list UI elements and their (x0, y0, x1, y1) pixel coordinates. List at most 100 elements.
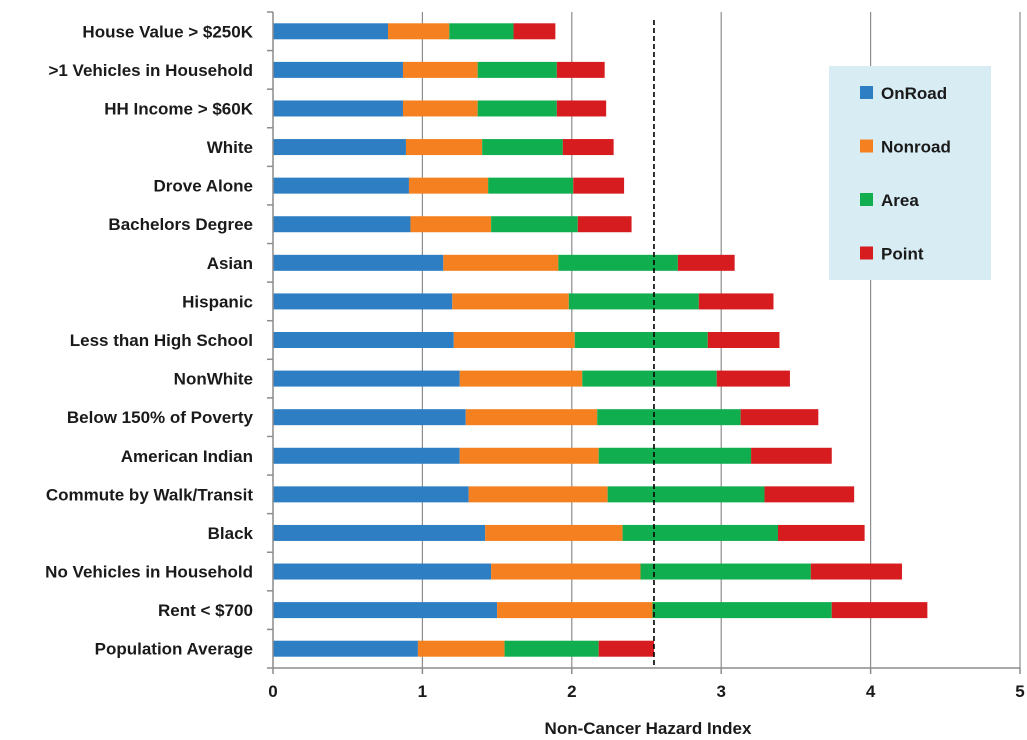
category-label: HH Income > $60K (104, 99, 254, 118)
category-label: Hispanic (182, 292, 253, 311)
bar-segment-nonroad (405, 139, 483, 156)
bar-segment-point (677, 254, 735, 271)
x-axis-title: Non-Cancer Hazard Index (545, 719, 752, 738)
legend-swatch (860, 246, 873, 260)
legend-label: Point (881, 245, 924, 264)
category-label: Asian (207, 254, 253, 273)
bar-segment-onroad (273, 640, 418, 657)
bar-segment-area (488, 177, 574, 194)
x-tick-label: 1 (418, 682, 427, 701)
bar-segment-onroad (273, 23, 389, 40)
bar-segment-area (477, 100, 557, 117)
bar-segment-point (573, 177, 625, 194)
bar-segment-point (577, 216, 632, 233)
bar-segment-point (513, 23, 556, 40)
bar-segment-area (652, 602, 832, 619)
x-tick-label: 2 (567, 682, 576, 701)
bar-segment-area (491, 216, 578, 233)
bar-segment-point (810, 563, 902, 580)
category-labels: House Value > $250K >1 Vehicles in Househ… (45, 22, 254, 658)
category-label: No Vehicles in Household (45, 563, 253, 582)
x-tick-label: 5 (1015, 682, 1024, 701)
bar-segment-point (556, 100, 607, 117)
bar-segment-area (582, 370, 717, 387)
bar-segment-onroad (273, 409, 466, 426)
bar-segment-point (556, 61, 605, 78)
legend-label: Nonroad (881, 138, 951, 157)
bar-segment-nonroad (417, 640, 505, 657)
bar-segment-onroad (273, 254, 444, 271)
bar-segment-area (558, 254, 678, 271)
bar-segment-area (568, 293, 699, 310)
bar-segment-nonroad (402, 61, 478, 78)
bar-segment-area (574, 332, 708, 348)
bar-segment-nonroad (485, 524, 623, 541)
bar-segment-nonroad (468, 486, 608, 503)
bar-segment-point (707, 332, 780, 348)
legend-swatch (860, 86, 873, 99)
bar-segment-point (740, 409, 819, 426)
bars (273, 23, 928, 657)
bar-segment-onroad (273, 293, 453, 310)
bar-segment-nonroad (465, 409, 598, 426)
category-label: Bachelors Degree (108, 215, 253, 234)
bar-segment-nonroad (459, 447, 599, 464)
legend-label: OnRoad (881, 84, 947, 103)
bar-segment-nonroad (443, 254, 559, 271)
x-tick-label: 0 (268, 682, 277, 701)
legend-swatch (860, 139, 873, 153)
bar-segment-point (562, 139, 614, 156)
legend-label: Area (881, 191, 919, 210)
bar-segment-onroad (273, 563, 492, 580)
category-label: NonWhite (174, 370, 253, 389)
bar-segment-nonroad (402, 100, 478, 117)
bar-segment-onroad (273, 332, 454, 348)
bar-segment-area (449, 23, 514, 40)
category-label: >1 Vehicles in Household (48, 61, 253, 80)
bar-segment-nonroad (410, 216, 492, 233)
category-label: Drove Alone (153, 177, 253, 196)
category-label: Rent < $700 (158, 601, 253, 620)
bar-segment-nonroad (497, 602, 653, 619)
category-label: Below 150% of Poverty (67, 408, 254, 427)
bar-segment-area (607, 486, 765, 503)
bar-segment-area (477, 61, 557, 78)
bar-segment-point (751, 447, 832, 464)
legend-swatch (860, 193, 873, 206)
bar-segment-nonroad (491, 563, 641, 580)
bar-segment-area (640, 563, 811, 580)
bar-segment-area (597, 409, 741, 426)
bar-segment-onroad (273, 524, 486, 541)
bar-segment-area (504, 640, 599, 657)
category-label: White (207, 138, 253, 157)
category-label: House Value > $250K (82, 22, 253, 41)
bar-segment-onroad (273, 486, 469, 503)
axes (267, 11, 1021, 674)
bar-segment-onroad (273, 100, 403, 117)
bar-segment-point (716, 370, 790, 387)
category-label: Commute by Walk/Transit (46, 485, 254, 504)
bar-segment-onroad (273, 177, 409, 194)
bar-segment-point (831, 602, 928, 619)
bar-segment-nonroad (452, 293, 569, 310)
x-tick-label: 3 (716, 682, 725, 701)
x-tick-labels: 0 1 2 3 4 5 (268, 682, 1024, 701)
category-label: Black (208, 524, 254, 543)
bar-segment-point (698, 293, 774, 310)
bar-segment-area (622, 524, 778, 541)
category-label: American Indian (121, 447, 253, 466)
bar-segment-nonroad (459, 370, 583, 387)
bar-segment-area (598, 447, 752, 464)
bar-segment-point (777, 524, 865, 541)
bar-segment-onroad (273, 61, 403, 78)
category-label: Less than High School (70, 331, 253, 350)
x-tick-label: 4 (866, 682, 876, 701)
bar-segment-onroad (273, 370, 460, 387)
category-label: Population Average (95, 640, 253, 659)
bar-segment-area (482, 139, 563, 156)
bar-segment-point (764, 486, 855, 503)
bar-segment-onroad (273, 447, 460, 464)
legend: OnRoad Nonroad Area Point (829, 66, 991, 280)
bar-segment-nonroad (453, 332, 575, 348)
